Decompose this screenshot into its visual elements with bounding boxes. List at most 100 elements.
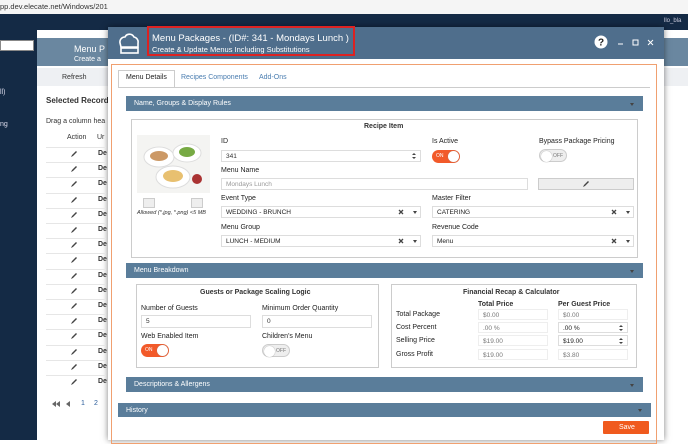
recap-guest[interactable]: .00 % bbox=[558, 322, 628, 334]
spinner[interactable] bbox=[617, 337, 625, 345]
edit-icon[interactable] bbox=[70, 196, 78, 204]
guests-input[interactable]: 5 bbox=[141, 315, 251, 328]
tab[interactable]: Recipes Components bbox=[181, 74, 248, 81]
clear-icon[interactable] bbox=[610, 208, 618, 216]
recap-label: Total Package bbox=[396, 311, 440, 318]
toggle[interactable]: OFF bbox=[262, 344, 290, 357]
toggle-knob bbox=[541, 151, 552, 162]
row-line bbox=[46, 207, 106, 209]
dropdown-icon[interactable] bbox=[411, 208, 419, 216]
edit-icon[interactable] bbox=[70, 150, 78, 158]
tab-line bbox=[118, 87, 650, 88]
clear-icon[interactable] bbox=[397, 208, 405, 216]
recipe-box bbox=[131, 119, 638, 258]
tab[interactable]: Add-Ons bbox=[259, 74, 287, 81]
sidebar-item: ng bbox=[0, 121, 8, 128]
window-controls[interactable]: ? bbox=[594, 35, 660, 49]
scaling-box bbox=[136, 284, 379, 368]
edit-icon[interactable] bbox=[70, 332, 78, 340]
col-header: Total Price bbox=[478, 301, 514, 308]
dialog-header bbox=[108, 27, 664, 59]
recap-label: Gross Profit bbox=[396, 350, 433, 358]
col-header: Per Guest Price bbox=[558, 301, 611, 308]
row-cell: De bbox=[98, 210, 107, 218]
section-bar[interactable]: Menu Breakdown bbox=[126, 263, 643, 278]
pager-first[interactable] bbox=[50, 400, 62, 408]
pager-prev[interactable] bbox=[64, 400, 72, 408]
page-link[interactable]: 2 bbox=[94, 400, 98, 407]
edit-icon[interactable] bbox=[70, 180, 78, 188]
menu-name-input[interactable]: Mondays Lunch bbox=[221, 178, 528, 190]
edit-icon[interactable] bbox=[70, 317, 78, 325]
edit-icon[interactable] bbox=[70, 211, 78, 219]
edit-icon[interactable] bbox=[70, 272, 78, 280]
history-bar[interactable]: History bbox=[118, 403, 651, 417]
spinner[interactable] bbox=[410, 152, 418, 160]
row-cell: De bbox=[98, 150, 107, 157]
recap-total: .00 % bbox=[478, 322, 548, 334]
save-button[interactable]: Save bbox=[603, 421, 649, 434]
section-bar[interactable]: Descriptions & Allergens bbox=[126, 377, 643, 392]
tab-active[interactable] bbox=[118, 70, 175, 87]
box-title: Recipe Item bbox=[364, 123, 404, 130]
icon bbox=[52, 401, 60, 407]
refresh-button[interactable]: Refresh bbox=[62, 74, 87, 81]
row-cell: De bbox=[98, 226, 107, 233]
toggle-knob bbox=[157, 345, 168, 356]
collapse-icon[interactable] bbox=[628, 267, 636, 275]
select[interactable]: Menu bbox=[432, 235, 634, 247]
dialog-title: Menu Packages - (ID#: 341 - Mondays Lunc… bbox=[152, 33, 349, 44]
recipe-image bbox=[137, 135, 210, 193]
chef-icon bbox=[119, 33, 139, 54]
clear-icon[interactable] bbox=[397, 237, 405, 245]
dropdown-icon[interactable] bbox=[624, 237, 632, 245]
recap-guest[interactable]: $19.00 bbox=[558, 335, 628, 347]
row-cell: De bbox=[98, 378, 107, 385]
select[interactable]: CATERING bbox=[432, 206, 634, 218]
delete-button[interactable] bbox=[191, 198, 203, 208]
box-title: Guests or Package Scaling Logic bbox=[200, 289, 311, 296]
section-bar[interactable]: Name, Groups & Display Rules bbox=[126, 96, 643, 111]
row-line bbox=[46, 238, 106, 240]
toggle[interactable]: ON bbox=[141, 344, 169, 357]
min-order-input[interactable]: 0 bbox=[262, 315, 372, 328]
field-label: Event Type bbox=[221, 195, 256, 202]
toggle-knob bbox=[448, 151, 459, 162]
toggle[interactable]: OFF bbox=[539, 149, 567, 162]
edit-icon[interactable] bbox=[70, 363, 78, 371]
tab[interactable]: Menu Details bbox=[126, 74, 167, 81]
collapse-icon[interactable] bbox=[636, 406, 644, 414]
row-cell: De bbox=[98, 302, 107, 309]
row-line bbox=[46, 162, 106, 164]
edit-icon[interactable] bbox=[70, 302, 78, 310]
toggle[interactable]: ON bbox=[432, 150, 460, 163]
row-line bbox=[46, 344, 106, 346]
page-link[interactable]: 1 bbox=[81, 400, 85, 407]
edit-icon[interactable] bbox=[70, 226, 78, 234]
spinner[interactable] bbox=[617, 324, 625, 332]
collapse-icon[interactable] bbox=[628, 100, 636, 108]
collapse-icon[interactable] bbox=[628, 381, 636, 389]
dropdown-icon[interactable] bbox=[411, 237, 419, 245]
id-input[interactable]: 341 bbox=[221, 150, 421, 162]
edit-icon[interactable] bbox=[70, 378, 78, 386]
recap-total: $0.00 bbox=[478, 309, 548, 320]
field-label: ID bbox=[221, 138, 228, 145]
edit-icon[interactable] bbox=[70, 256, 78, 264]
dropdown-icon[interactable] bbox=[624, 208, 632, 216]
sidebar-search bbox=[0, 40, 34, 51]
recap-total: $19.00 bbox=[478, 335, 548, 347]
field-label: Menu Group bbox=[221, 224, 260, 231]
col-header: Action bbox=[67, 134, 87, 141]
select[interactable]: WEDDING - BRUNCH bbox=[221, 206, 421, 218]
select[interactable]: LUNCH - MEDIUM bbox=[221, 235, 421, 247]
edit-icon[interactable] bbox=[70, 165, 78, 173]
toggle-knob bbox=[264, 346, 275, 357]
edit-icon[interactable] bbox=[70, 348, 78, 356]
clear-icon[interactable] bbox=[610, 237, 618, 245]
upload-button[interactable] bbox=[143, 198, 155, 208]
edit-icon[interactable] bbox=[582, 180, 590, 188]
edit-icon[interactable] bbox=[70, 287, 78, 295]
edit-icon[interactable] bbox=[70, 241, 78, 249]
